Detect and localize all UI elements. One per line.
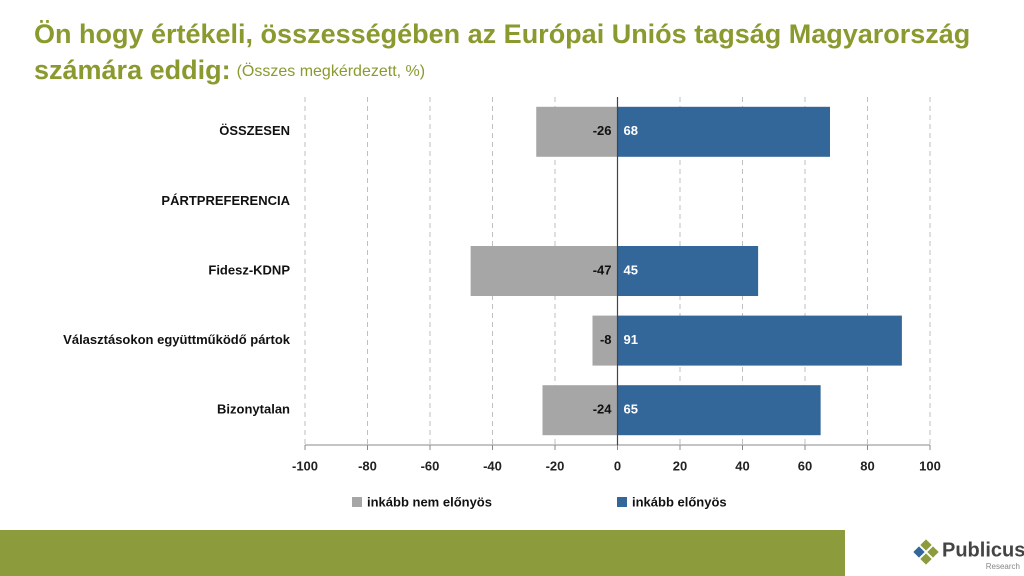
- data-label: -24: [593, 402, 613, 417]
- x-tick-label: 0: [614, 458, 621, 473]
- legend-swatch: [617, 497, 627, 507]
- legend-swatch: [352, 497, 362, 507]
- chart-title-line: számára eddig: (Összes megkérdezett, %): [34, 55, 425, 85]
- x-tick-label: -60: [421, 458, 440, 473]
- y-tick-label: Választásokon együttműködő pártok: [63, 332, 291, 347]
- bar: [617, 246, 759, 296]
- logo-diamond: [913, 546, 925, 558]
- data-label: 91: [624, 332, 638, 347]
- x-tick-label: 40: [735, 458, 749, 473]
- bar: [617, 385, 821, 436]
- x-tick-label: -40: [483, 458, 502, 473]
- chart-title-part: számára eddig:: [34, 55, 231, 85]
- logo-diamond: [927, 546, 939, 558]
- chart-title: Ön hogy értékeli, összességében az Európ…: [34, 19, 970, 49]
- bar: [617, 315, 902, 366]
- legend-label: inkább nem előnyös: [367, 494, 492, 509]
- data-label: 68: [624, 123, 638, 138]
- bar: [617, 106, 830, 157]
- x-tick-label: 60: [798, 458, 812, 473]
- logo-diamond: [920, 553, 932, 565]
- y-tick-label: Fidesz-KDNP: [208, 262, 290, 277]
- bar: [536, 106, 618, 157]
- bar: [542, 385, 618, 436]
- data-label: 45: [624, 262, 638, 277]
- logo-text: Publicus: [942, 539, 1024, 561]
- chart-subtitle: (Összes megkérdezett, %): [237, 62, 426, 80]
- y-tick-label: Bizonytalan: [217, 402, 290, 417]
- y-tick-label: ÖSSZESEN: [219, 123, 290, 138]
- bar: [470, 246, 618, 296]
- bar: [592, 315, 618, 366]
- logo-icon: [913, 539, 939, 565]
- data-label: -47: [593, 262, 612, 277]
- footer-band: [0, 530, 845, 576]
- data-label: 65: [624, 402, 638, 417]
- x-tick-label: -80: [358, 458, 377, 473]
- x-tick-label: -100: [292, 458, 318, 473]
- y-tick-label: PÁRTPREFERENCIA: [161, 193, 290, 208]
- x-tick-label: 80: [860, 458, 874, 473]
- x-tick-label: 20: [673, 458, 687, 473]
- logo-diamond: [920, 539, 932, 551]
- x-tick-label: -20: [546, 458, 565, 473]
- data-label: -26: [593, 123, 612, 138]
- logo-subtext: Research: [986, 562, 1020, 571]
- data-label: -8: [600, 332, 612, 347]
- x-tick-label: 100: [919, 458, 941, 473]
- legend-label: inkább előnyös: [632, 494, 727, 509]
